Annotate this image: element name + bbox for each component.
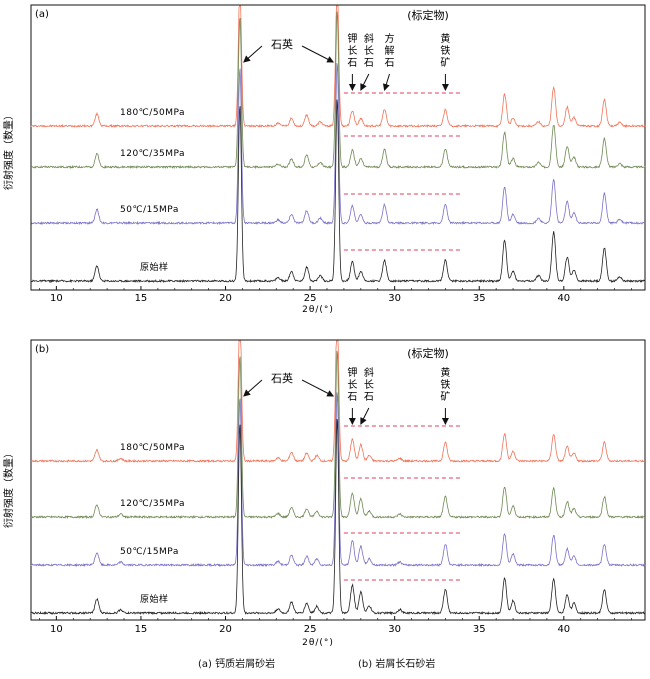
mineral-label-a-0: 钾 <box>347 32 357 45</box>
mineral-label-b-1: 石 <box>364 392 374 403</box>
series-line-b-3 <box>31 418 646 616</box>
x-tick-label-b: 40 <box>557 624 570 635</box>
series-line-b-1 <box>30 350 646 520</box>
series-line-b-2 <box>30 392 646 568</box>
quartz-label-b: 石英 <box>271 371 293 385</box>
x-tick-label-b: 20 <box>219 624 232 635</box>
x-tick-label-a: 40 <box>557 293 570 304</box>
mineral-label-a-0: 长 <box>347 45 357 57</box>
series-label-b-1: 120℃/35MPa <box>120 499 185 509</box>
plot-frame-a <box>30 4 646 291</box>
x-axis-label-a: 2θ/(°) <box>302 305 334 315</box>
y-axis-label-b: 衍射强度（数量） <box>2 448 15 528</box>
quartz-arrow-right-a <box>301 45 335 63</box>
mineral-label-b-1: 斜 <box>364 366 374 379</box>
series-line-a-1 <box>30 11 646 170</box>
quartz-label-a: 石英 <box>271 37 293 51</box>
mineral-label-a-1: 长 <box>364 45 374 57</box>
series-line-b-0 <box>30 340 646 464</box>
mineral-label-a-3: 黄 <box>440 32 450 45</box>
x-tick-label-a: 20 <box>219 293 232 304</box>
mineral-arrow-a-1 <box>360 73 370 91</box>
x-tick-label-a: 10 <box>50 293 63 304</box>
mineral-label-b-2: 黄 <box>440 366 450 379</box>
mineral-label-b-0: 长 <box>347 379 357 391</box>
mineral-label-a-3: 铁 <box>440 44 450 57</box>
mineral-label-a-1: 石 <box>364 58 374 69</box>
x-tick-label-b: 30 <box>388 624 401 635</box>
mineral-label-b-2: 铁 <box>440 378 450 391</box>
quartz-arrow-left-b <box>243 379 263 397</box>
panel-label-a: (a) <box>35 9 49 20</box>
mineral-label-a-2: 方 <box>385 32 395 45</box>
mineral-arrow-a-2 <box>382 73 390 91</box>
mineral-label-a-2: 石 <box>385 58 395 69</box>
mineral-label-a-3: 矿 <box>440 56 450 69</box>
caption-a: (a) 钙质岩屑砂岩 <box>198 659 276 670</box>
caption-b: (b) 岩屑长石砂岩 <box>358 659 436 670</box>
mineral-label-b-0: 钾 <box>347 366 357 379</box>
mineral-label-b-2: 矿 <box>440 390 450 403</box>
x-tick-label-b: 15 <box>135 624 148 635</box>
x-tick-label-b: 10 <box>50 624 63 635</box>
reference-label-b: (标定物) <box>407 346 449 360</box>
mineral-arrow-b-1 <box>360 407 370 425</box>
quartz-arrow-right-b <box>301 379 335 397</box>
x-tick-label-a: 30 <box>388 293 401 304</box>
mineral-label-b-1: 长 <box>364 379 374 391</box>
mineral-label-a-0: 石 <box>347 58 357 69</box>
mineral-label-b-0: 石 <box>347 392 357 403</box>
series-label-b-2: 50℃/15MPa <box>120 547 179 557</box>
series-label-b-3: 原始样 <box>140 593 169 605</box>
plot-frame-b <box>30 339 646 621</box>
series-label-a-1: 120℃/35MPa <box>120 149 185 159</box>
quartz-arrow-left-a <box>243 45 263 63</box>
x-axis-label-b: 2θ/(°) <box>302 638 334 648</box>
x-tick-label-a: 25 <box>304 293 317 304</box>
series-line-a-2 <box>30 63 646 226</box>
series-line-a-3 <box>30 99 646 284</box>
x-tick-label-b: 35 <box>473 624 486 635</box>
x-tick-label-b: 25 <box>304 624 317 635</box>
mineral-label-a-1: 斜 <box>364 32 374 45</box>
series-line-a-0 <box>30 5 646 129</box>
panel-label-b: (b) <box>35 344 49 355</box>
reference-label-a: (标定物) <box>407 8 449 22</box>
y-axis-label-a: 衍射强度（数量） <box>2 110 15 190</box>
x-tick-label-a: 15 <box>135 293 148 304</box>
series-label-a-2: 50℃/15MPa <box>120 205 179 215</box>
x-tick-label-a: 35 <box>473 293 486 304</box>
series-label-a-0: 180℃/50MPa <box>120 108 185 118</box>
mineral-label-a-2: 解 <box>385 44 395 57</box>
series-label-b-0: 180℃/50MPa <box>120 443 185 453</box>
series-label-a-3: 原始样 <box>140 261 169 273</box>
